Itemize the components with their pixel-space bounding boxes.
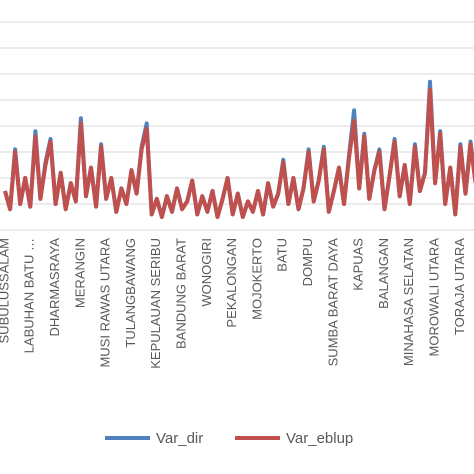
x-tick-label: KEPULAUAN SERIBU xyxy=(148,238,163,369)
x-tick-label: BATU xyxy=(275,238,290,272)
x-tick-label: MOJOKERTO xyxy=(249,238,264,320)
x-tick-label: DOMPU xyxy=(300,238,315,286)
x-tick-label: LABUHAN BATU … xyxy=(22,238,37,353)
x-tick-label: TORAJA UTARA xyxy=(452,238,467,335)
x-tick-label: PEKALONGAN xyxy=(224,238,239,328)
legend-label: Var_dir xyxy=(156,430,203,447)
x-tick-label: MINAHASA SELATAN xyxy=(401,238,416,366)
x-tick-label: BANDUNG BARAT xyxy=(174,238,189,349)
x-tick-label: DHARMASRAYA xyxy=(47,238,62,337)
legend-label: Var_eblup xyxy=(286,430,353,447)
x-tick-label: MUSI RAWAS UTARA xyxy=(98,238,113,368)
x-tick-label: KAPUAS xyxy=(351,238,366,291)
x-tick-label: BALANGAN xyxy=(376,238,391,309)
x-tick-label: TULANGBAWANG xyxy=(123,238,138,348)
series-line xyxy=(3,87,474,219)
x-tick-label: SUMBA BARAT DAYA xyxy=(325,238,340,367)
x-tick-label: MERANGIN xyxy=(72,238,87,308)
x-tick-label: WONOGIRI xyxy=(199,238,214,307)
x-tick-label: MOROWALI UTARA xyxy=(427,238,442,357)
x-tick-label: SUBULUSSALAM xyxy=(0,238,11,343)
